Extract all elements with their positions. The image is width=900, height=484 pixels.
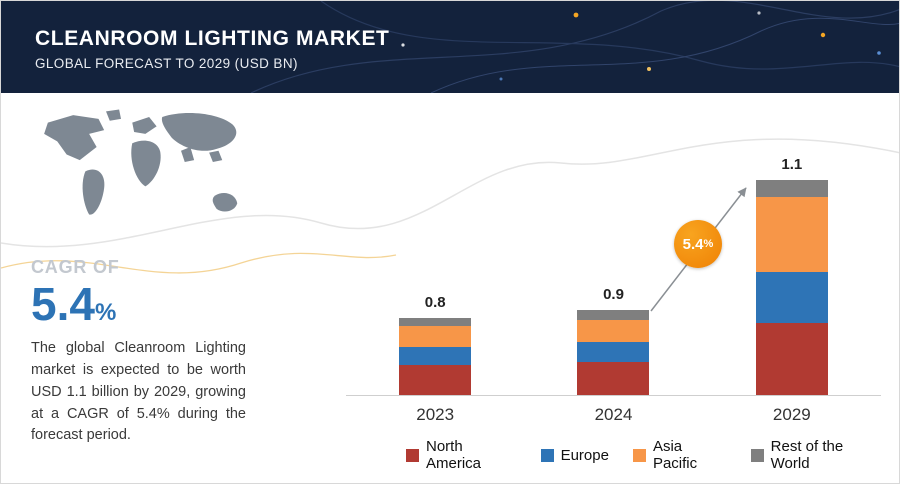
bar-segment-north-america [399,365,472,395]
cagr-value: 5.4% [31,280,244,328]
legend-swatch-europe [540,448,554,462]
page-title: CLEANROOM LIGHTING MARKET [35,27,390,50]
x-axis-label-2029: 2029 [772,405,811,424]
plot-area: 0.8 0.9 1.1 2023 2024 2029 North America Euro… [346,93,881,472]
x-axis-labels: 2023 2024 2029 [346,396,881,425]
bar-segment-europe [577,342,650,362]
legend-label: North America [426,438,482,472]
legend-item-asia-pacific: Asia Pacific [632,438,727,472]
bar-total-label: 0.9 [603,286,624,303]
bar-segment-asia-pacific [399,326,472,347]
bar-column-2024: 0.9 [524,286,702,395]
legend-label: Europe [560,446,609,464]
bar-segment-rest-of-the-world [399,318,472,326]
legend-label: Asia Pacific [652,438,698,472]
bar-segment-north-america [755,323,828,395]
legend-swatch-rest-of-the-world [750,448,764,462]
legend-item-north-america: North America [406,438,517,472]
market-description: The global Cleanroom Lighting market is … [31,340,246,444]
sidebar: CAGR OF 5.4% The global Cleanroom Lighti… [1,93,266,483]
network-decoration [250,1,899,93]
legend-label: Rest of the World [770,438,844,472]
page-subtitle: GLOBAL FORECAST TO 2029 (USD BN) [35,56,298,71]
bars-row: 0.8 0.9 1.1 [346,93,881,396]
chart-area: 0.8 0.9 1.1 2023 2024 2029 North America Euro… [266,93,899,483]
cagr-badge: 5.4% [674,220,722,268]
bar-stack [399,318,472,395]
bar-segment-europe [755,272,828,323]
cagr-badge-value: 5.4 [682,235,704,253]
bar-segment-rest-of-the-world [755,180,828,197]
bar-total-label: 1.1 [781,156,803,173]
legend-swatch-north-america [406,448,419,462]
header-banner: CLEANROOM LIGHTING MARKET GLOBAL FORECAS… [1,1,899,93]
cagr-badge-percent-sign: % [703,238,714,250]
legend-swatch-asia-pacific [632,448,646,462]
bar-segment-asia-pacific [577,320,650,342]
cagr-number: 5.4 [31,278,95,330]
legend: North America Europe Asia Pacific Rest of t… [406,438,881,472]
cagr-percent-sign: % [94,299,117,326]
bar-total-label: 0.8 [424,294,446,311]
bar-stack [577,310,650,395]
bar-segment-north-america [577,362,650,395]
bar-stack [755,180,828,395]
bar-segment-europe [399,347,472,365]
cagr-label: CAGR OF [31,257,120,277]
bar-column-2023: 0.8 [346,294,524,395]
bar-segment-asia-pacific [755,197,828,272]
legend-item-europe: Europe [540,446,609,464]
bar-column-2029: 1.1 [703,156,881,395]
bar-segment-rest-of-the-world [577,310,650,320]
legend-item-rest-of-the-world: Rest of the World [750,438,881,472]
world-map-graphic [44,109,238,215]
x-axis-label-2024: 2024 [594,405,633,424]
x-axis-label-2023: 2023 [416,405,455,424]
